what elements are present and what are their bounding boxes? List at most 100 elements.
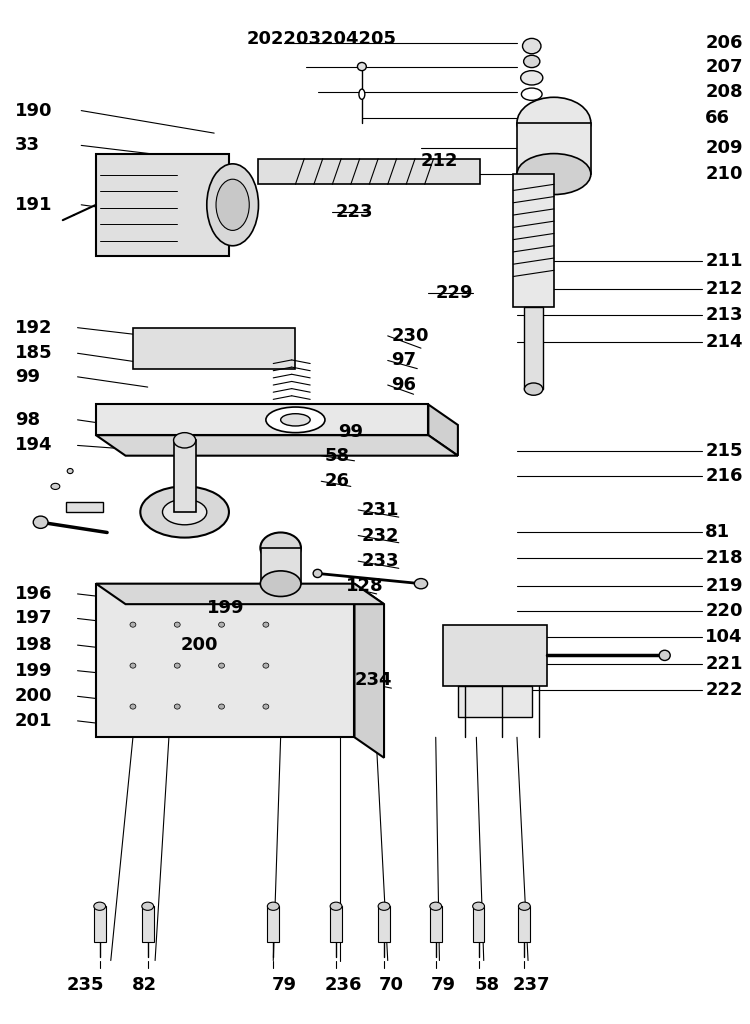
Text: 199: 199 xyxy=(15,662,52,680)
Text: 211: 211 xyxy=(705,252,742,270)
Ellipse shape xyxy=(218,705,224,709)
Ellipse shape xyxy=(378,902,390,910)
Ellipse shape xyxy=(218,664,224,669)
Ellipse shape xyxy=(142,902,154,910)
Bar xyxy=(378,906,390,942)
Ellipse shape xyxy=(280,414,310,426)
Ellipse shape xyxy=(140,486,229,538)
Ellipse shape xyxy=(207,164,259,246)
Ellipse shape xyxy=(314,569,322,578)
Text: 236: 236 xyxy=(325,976,362,994)
Polygon shape xyxy=(428,404,458,456)
Ellipse shape xyxy=(174,705,180,709)
Text: 58: 58 xyxy=(475,976,500,994)
Text: 230: 230 xyxy=(392,327,429,345)
Polygon shape xyxy=(67,502,104,512)
Bar xyxy=(472,906,484,942)
Bar xyxy=(330,906,342,942)
Bar xyxy=(94,906,106,942)
Text: 222: 222 xyxy=(705,681,742,699)
Bar xyxy=(458,686,532,717)
Text: 194: 194 xyxy=(15,436,52,455)
Ellipse shape xyxy=(174,664,180,669)
Text: 79: 79 xyxy=(430,976,455,994)
Text: 219: 219 xyxy=(705,577,742,595)
Bar xyxy=(443,625,547,686)
Text: 98: 98 xyxy=(15,411,40,429)
Bar xyxy=(173,440,196,512)
Text: 206: 206 xyxy=(705,34,742,52)
Ellipse shape xyxy=(216,179,249,230)
Ellipse shape xyxy=(263,664,268,669)
Text: 58: 58 xyxy=(325,446,350,465)
Text: 82: 82 xyxy=(131,976,157,994)
Bar xyxy=(96,154,229,256)
Ellipse shape xyxy=(173,433,196,449)
Text: 232: 232 xyxy=(362,526,400,545)
Bar xyxy=(261,548,302,584)
Ellipse shape xyxy=(520,71,543,85)
Text: 237: 237 xyxy=(513,976,550,994)
Ellipse shape xyxy=(358,62,366,71)
Bar xyxy=(430,906,442,942)
Text: 235: 235 xyxy=(66,976,104,994)
Text: 99: 99 xyxy=(15,368,40,386)
Text: 218: 218 xyxy=(705,549,743,567)
Ellipse shape xyxy=(218,622,224,627)
Text: 229: 229 xyxy=(436,284,473,302)
Text: 104: 104 xyxy=(705,628,742,646)
Ellipse shape xyxy=(524,55,540,68)
Text: 200: 200 xyxy=(15,687,52,706)
Text: 196: 196 xyxy=(15,585,52,603)
Text: 198: 198 xyxy=(15,636,52,654)
Ellipse shape xyxy=(524,383,543,395)
Text: 209: 209 xyxy=(705,139,742,158)
Text: 190: 190 xyxy=(15,101,52,120)
Text: 81: 81 xyxy=(705,523,730,542)
Ellipse shape xyxy=(266,408,325,432)
Polygon shape xyxy=(96,404,428,435)
Bar xyxy=(96,584,355,737)
Ellipse shape xyxy=(521,88,542,100)
Ellipse shape xyxy=(33,516,48,528)
Text: 220: 220 xyxy=(705,602,742,621)
Ellipse shape xyxy=(359,89,364,99)
Ellipse shape xyxy=(472,902,484,910)
Bar xyxy=(518,906,530,942)
Text: 97: 97 xyxy=(392,351,416,370)
Bar xyxy=(267,906,279,942)
Text: 191: 191 xyxy=(15,196,52,214)
Text: 216: 216 xyxy=(705,467,742,485)
Ellipse shape xyxy=(130,622,136,627)
Bar xyxy=(524,307,543,389)
Ellipse shape xyxy=(174,622,180,627)
Ellipse shape xyxy=(263,622,268,627)
Text: 200: 200 xyxy=(181,636,218,654)
Text: 210: 210 xyxy=(705,165,742,183)
Ellipse shape xyxy=(518,902,530,910)
Text: 79: 79 xyxy=(272,976,297,994)
Ellipse shape xyxy=(51,483,60,489)
Text: 215: 215 xyxy=(705,441,742,460)
Ellipse shape xyxy=(163,500,207,524)
Text: 26: 26 xyxy=(325,472,350,490)
Ellipse shape xyxy=(330,902,342,910)
Text: 212: 212 xyxy=(705,280,742,298)
Text: 33: 33 xyxy=(15,136,40,155)
Ellipse shape xyxy=(414,579,428,589)
Text: 231: 231 xyxy=(362,501,400,519)
Polygon shape xyxy=(355,584,384,758)
Text: 199: 199 xyxy=(207,599,245,617)
Text: 214: 214 xyxy=(705,333,742,351)
Text: 185: 185 xyxy=(15,344,52,362)
Polygon shape xyxy=(96,584,384,604)
Text: 96: 96 xyxy=(392,376,416,394)
Ellipse shape xyxy=(523,39,541,54)
Text: 207: 207 xyxy=(705,57,742,76)
Polygon shape xyxy=(96,435,458,456)
Bar xyxy=(517,123,591,174)
Ellipse shape xyxy=(517,97,591,148)
Text: 128: 128 xyxy=(346,577,383,595)
Bar xyxy=(142,906,154,942)
Text: 213: 213 xyxy=(705,306,742,325)
